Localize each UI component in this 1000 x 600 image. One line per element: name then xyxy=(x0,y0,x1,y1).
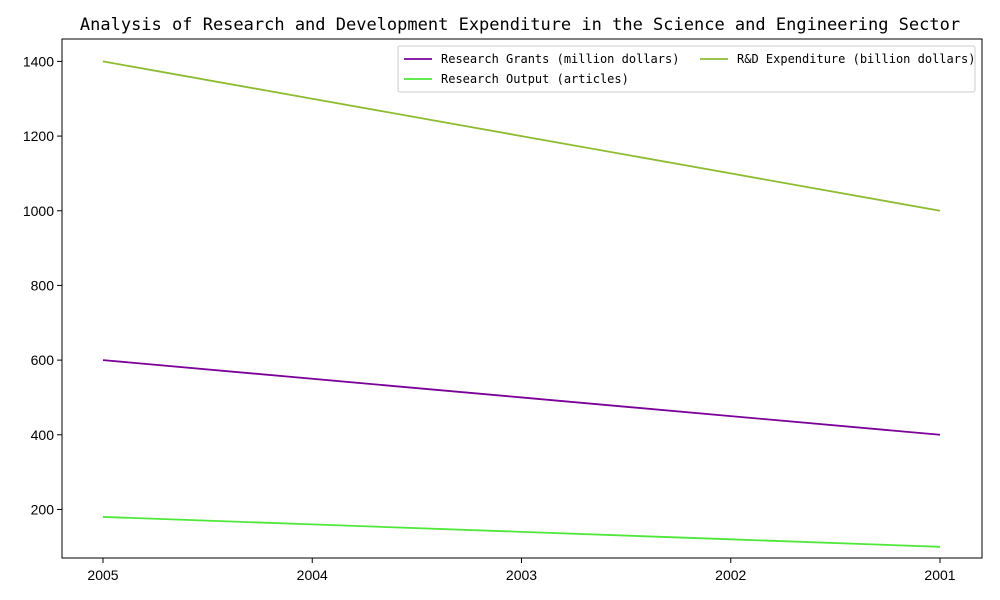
series-line-1 xyxy=(102,516,941,548)
legend-box xyxy=(397,45,976,93)
legend: Research Grants (million dollars) Researc… xyxy=(397,45,976,93)
series-lines xyxy=(102,60,941,548)
y-tick-label: 800 xyxy=(31,277,55,293)
y-tick-label: 200 xyxy=(31,501,55,517)
legend-label: Research Grants (million dollars) xyxy=(441,52,679,66)
legend-label: Research Output (articles) xyxy=(441,72,629,86)
x-tick-label: 2003 xyxy=(506,567,537,583)
plot-area-frame xyxy=(61,38,983,559)
x-tick-label: 2004 xyxy=(297,567,328,583)
y-tick-label: 1000 xyxy=(23,203,54,219)
y-axis: 200 400 600 800 1000 1200 1400 xyxy=(23,53,62,517)
y-tick-label: 1400 xyxy=(23,53,54,69)
x-axis: 2005 2004 2003 2002 2001 xyxy=(87,558,956,583)
y-tick-label: 1200 xyxy=(23,128,54,144)
y-tick-label: 600 xyxy=(31,352,55,368)
series-line-2 xyxy=(102,60,941,212)
legend-label: R&D Expenditure (billion dollars) xyxy=(737,52,975,66)
chart-title: Analysis of Research and Development Exp… xyxy=(80,15,960,35)
x-tick-label: 2002 xyxy=(715,567,746,583)
series-line-0 xyxy=(102,359,941,436)
x-tick-label: 2001 xyxy=(924,567,955,583)
x-tick-label: 2005 xyxy=(87,567,118,583)
y-tick-label: 400 xyxy=(31,427,55,443)
